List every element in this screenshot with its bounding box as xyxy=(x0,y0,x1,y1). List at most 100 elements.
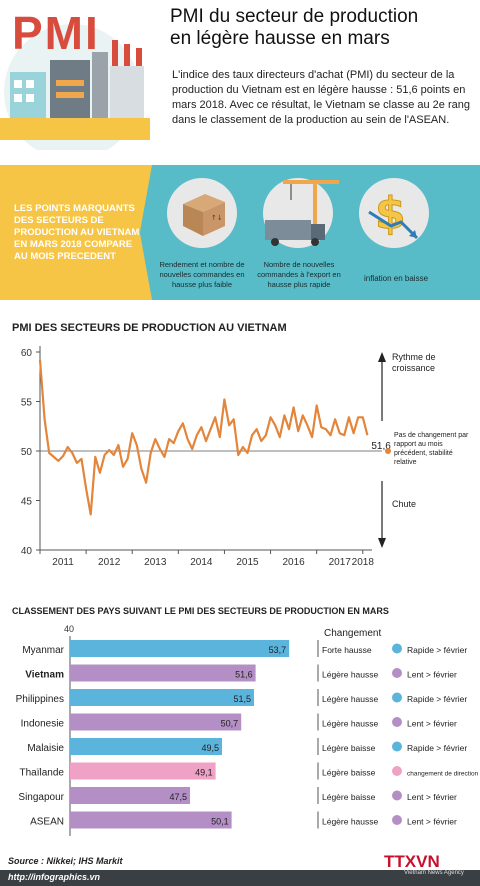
trend-label: changement de direction xyxy=(407,771,479,778)
highlight-1-text: Rendement et nombre de nouvelles command… xyxy=(159,260,245,289)
trend-dot xyxy=(392,643,402,654)
last-value-label: 51,6 xyxy=(371,441,391,452)
y-tick-label: 40 xyxy=(21,546,33,557)
bar-value-label: 50,7 xyxy=(221,719,239,729)
bar-value-label: 51,5 xyxy=(233,694,251,704)
trend-label: Lent > février xyxy=(407,670,457,680)
footer-url[interactable]: http://infographics.vn xyxy=(8,872,100,882)
trend-label: Lent > février xyxy=(407,719,457,729)
x-tick-label: 2016 xyxy=(282,557,305,568)
change-label: Légère hausse xyxy=(322,719,379,729)
bar xyxy=(70,689,254,706)
x-tick-label: 2015 xyxy=(236,557,259,568)
annotation-down: Chute xyxy=(392,499,416,509)
source-note: Source : Nikkei; IHS Markit xyxy=(8,856,123,866)
change-label: Légère hausse xyxy=(322,817,379,827)
bar-value-label: 53,7 xyxy=(269,645,287,655)
annotation-neutral: Pas de changement par rapport au mois préc… xyxy=(394,432,469,466)
x-tick-label: 2013 xyxy=(144,557,167,568)
line-chart-title: PMI DES SECTEURS DE PRODUCTION AU VIETNA… xyxy=(12,322,287,334)
bar-country-label: Singapour xyxy=(18,792,64,803)
annotation-neutral-line: Pas de changement par xyxy=(394,432,469,439)
highlights-label: LES POINTS MARQUANTS DES SECTEURS DE PRO… xyxy=(14,203,140,262)
trend-label: Rapide > février xyxy=(407,694,467,704)
ttxvn-logo-subtitle: Vietnam News Agency xyxy=(404,870,464,876)
line-chart: 40 45 50 55 60 2011 2012 2013 2014 2015 2016 2017 20… xyxy=(21,346,469,568)
title-line-2: en légère hausse en mars xyxy=(170,28,390,49)
trend-label: Rapide > février xyxy=(407,743,467,753)
trend-label: Rapide > février xyxy=(407,645,467,655)
y-tick-label: 45 xyxy=(21,497,33,508)
page-title: PMI du secteur de production en légère h… xyxy=(170,6,470,50)
bar xyxy=(70,762,216,780)
bar-country-label: Vietnam xyxy=(25,670,64,681)
highlights-label-panel xyxy=(0,165,152,300)
intro-paragraph: L'indice des taux directeurs d'achat (PM… xyxy=(172,69,470,126)
bar-country-label: Indonesie xyxy=(21,719,65,730)
x-tick-label: 2017 xyxy=(329,557,352,568)
x-tick-label: 2012 xyxy=(98,557,121,568)
trend-dot xyxy=(392,692,402,703)
change-label: Forte hausse xyxy=(322,645,372,655)
svg-text:↑↓: ↑↓ xyxy=(211,214,223,222)
change-column-header: Changement xyxy=(324,628,381,639)
header-illustration xyxy=(0,24,150,150)
svg-text:$: $ xyxy=(375,188,406,239)
y-tick-label: 50 xyxy=(21,447,33,458)
highlight-3-text: inflation en baisse xyxy=(363,274,429,283)
title-line-1: PMI du secteur de production xyxy=(170,6,419,27)
highlights-items: ↑↓ Rendement et nombre de nouvelles comm… xyxy=(155,172,475,296)
annotation-up-line: croissance xyxy=(392,363,435,373)
trend-label: Lent > février xyxy=(407,792,457,802)
trend-dot xyxy=(392,790,402,801)
annotation-neutral-line: rapport au mois xyxy=(394,441,443,448)
x-tick-label: 2011 xyxy=(52,557,74,568)
crane-truck-icon xyxy=(265,180,339,246)
trend-dot xyxy=(392,815,402,825)
change-label: Légère baisse xyxy=(322,768,376,778)
y-tick-label: 55 xyxy=(21,398,33,409)
x-tick-label: 2014 xyxy=(190,557,213,568)
trend-dot xyxy=(392,668,402,678)
up-arrow-head xyxy=(378,352,386,362)
change-label: Légère hausse xyxy=(322,694,379,704)
trend-dot xyxy=(392,741,402,752)
pmi-series-line xyxy=(38,359,369,516)
trend-label: Lent > février xyxy=(407,817,457,827)
change-label: Légère baisse xyxy=(322,743,376,753)
bar xyxy=(70,787,190,804)
y-tick-label: 60 xyxy=(21,348,33,359)
bar-value-label: 51,6 xyxy=(235,670,253,680)
bar xyxy=(70,664,256,682)
bar-axis-min-label: 40 xyxy=(64,624,74,634)
footer-bar xyxy=(0,870,480,886)
box-icon: ↑↓ xyxy=(183,194,225,236)
x-tick-label: 2018 xyxy=(352,557,375,568)
change-label: Légère hausse xyxy=(322,670,379,680)
pmi-logo-text: PMI xyxy=(12,7,100,59)
bar-chart-title: CLASSEMENT DES PAYS SUIVANT LE PMI DES S… xyxy=(12,606,389,616)
bar-value-label: 49,5 xyxy=(201,743,219,753)
bar xyxy=(70,811,232,829)
bar xyxy=(70,738,222,755)
neutral-marker xyxy=(385,448,391,454)
bar-country-label: Myanmar xyxy=(22,645,64,656)
bar xyxy=(70,713,242,731)
bar-value-label: 50,1 xyxy=(211,817,229,827)
annotation-neutral-line: relative xyxy=(394,459,417,466)
ttxvn-logo: TTXVN xyxy=(384,852,440,871)
bar xyxy=(70,640,290,657)
bar-chart: 40 Changement Myanmar 53,7 Forte hausse Rapid… xyxy=(16,624,479,836)
bar-country-label: Philippines xyxy=(16,694,64,705)
trend-dot xyxy=(392,717,402,727)
down-arrow-head xyxy=(378,538,386,548)
annotation-up-line: Rythme de xyxy=(392,352,436,362)
trend-dot xyxy=(392,766,402,776)
bar-country-label: Thaïlande xyxy=(20,768,65,779)
highlight-2-text: Nombre de nouvelles commandes à l'export… xyxy=(257,260,341,289)
annotation-neutral-line: précédent, stabilité xyxy=(394,450,453,457)
bar-value-label: 47,5 xyxy=(169,792,187,802)
bar-country-label: ASEAN xyxy=(30,817,64,828)
change-label: Légère baisse xyxy=(322,792,376,802)
bar-value-label: 49,1 xyxy=(195,768,213,778)
